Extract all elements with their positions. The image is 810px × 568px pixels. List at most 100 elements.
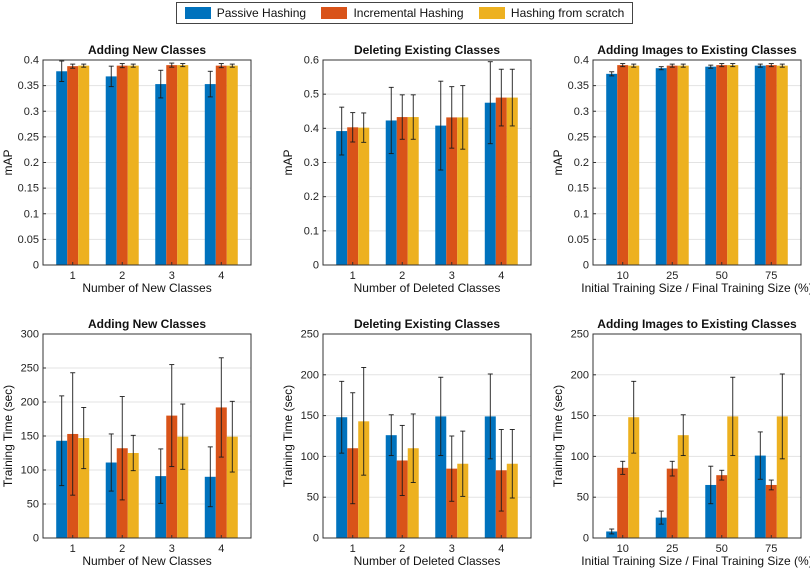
y-axis-label: Training Time (sec) <box>1 385 15 487</box>
bar-2-3 <box>166 415 178 538</box>
x-tick-label: 1 <box>350 270 356 282</box>
y-tick-label: 150 <box>571 410 589 422</box>
x-tick-label: 3 <box>449 543 455 555</box>
x-tick-label: 4 <box>218 270 224 282</box>
bar-3-4 <box>506 97 518 265</box>
y-tick-label: 250 <box>301 329 319 341</box>
bar-3-25 <box>677 435 689 538</box>
y-tick-label: 0.1 <box>574 208 589 220</box>
bar-1-4 <box>204 476 216 538</box>
legend-label-scratch: Hashing from scratch <box>510 6 625 20</box>
bar-3-10 <box>628 65 640 265</box>
chart-title: Adding New Classes <box>88 317 206 331</box>
y-tick-label: 0 <box>33 260 39 272</box>
x-tick-label: 1 <box>70 270 76 282</box>
bar-2-1 <box>67 66 79 266</box>
x-tick-label: 10 <box>617 270 629 282</box>
bar-3-1 <box>78 65 90 265</box>
y-axis-label: Training Time (sec) <box>551 385 565 487</box>
y-tick-label: 0.35 <box>568 80 589 92</box>
y-tick-label: 0.15 <box>568 183 589 195</box>
x-tick-label: 4 <box>218 543 224 555</box>
bar-1-25 <box>655 517 667 538</box>
chart-panel-6: 0 50 100 150 200 250 10 25 50 75 Adding Images to … <box>551 317 810 568</box>
y-tick-label: 0.05 <box>18 234 39 246</box>
chart-title: Deleting Existing Classes <box>354 43 500 57</box>
y-tick-label: 100 <box>21 465 39 477</box>
y-tick-label: 0.3 <box>574 106 589 118</box>
y-tick-label: 200 <box>571 369 589 381</box>
bar-1-75 <box>754 65 766 265</box>
bar-1-2 <box>385 120 397 265</box>
x-tick-label: 2 <box>399 270 405 282</box>
y-tick-label: 150 <box>301 410 319 422</box>
bar-2-50 <box>716 475 728 538</box>
x-tick-label: 25 <box>666 543 678 555</box>
x-tick-label: 2 <box>119 270 125 282</box>
legend-entry-scratch: Hashing from scratch <box>478 6 625 20</box>
bar-1-3 <box>435 125 447 265</box>
y-tick-label: 0.3 <box>24 106 39 118</box>
y-tick-label: 0.2 <box>24 157 39 169</box>
y-tick-label: 0.4 <box>574 55 589 67</box>
bar-3-1 <box>358 421 370 538</box>
bar-3-2 <box>407 117 419 265</box>
bar-2-4 <box>215 407 227 538</box>
bar-1-1 <box>56 440 68 538</box>
bar-2-50 <box>716 65 728 265</box>
bar-3-75 <box>776 65 788 265</box>
y-tick-label: 300 <box>21 329 39 341</box>
x-tick-label: 3 <box>169 270 175 282</box>
legend-swatch-incremental <box>321 7 348 19</box>
y-tick-label: 0.25 <box>18 131 39 143</box>
plot-frame <box>42 59 252 266</box>
y-tick-label: 100 <box>571 451 589 463</box>
bar-2-3 <box>446 117 458 266</box>
y-tick-label: 0.6 <box>304 55 319 67</box>
bar-3-2 <box>127 453 139 538</box>
x-tick-label: 25 <box>666 270 678 282</box>
y-axis-label: Training Time (sec) <box>281 385 295 487</box>
y-tick-label: 0.2 <box>304 191 319 203</box>
bar-1-1 <box>336 417 348 538</box>
legend-entry-passive: Passive Hashing <box>184 6 307 20</box>
y-tick-label: 250 <box>21 363 39 375</box>
legend-label-passive: Passive Hashing <box>216 6 307 20</box>
bar-1-2 <box>105 76 117 266</box>
bar-3-1 <box>78 438 90 538</box>
bar-2-2 <box>396 460 408 538</box>
bar-2-75 <box>765 484 777 538</box>
bar-2-25 <box>666 65 678 265</box>
bar-2-1 <box>347 127 359 265</box>
bar-1-1 <box>56 71 68 266</box>
bar-3-25 <box>677 65 689 265</box>
bar-2-4 <box>215 65 227 265</box>
x-tick-label: 50 <box>716 543 728 555</box>
y-tick-label: 0.5 <box>304 89 319 101</box>
y-axis-label: mAP <box>281 149 295 175</box>
x-axis-label: Number of Deleted Classes <box>354 554 501 568</box>
y-tick-label: 250 <box>571 329 589 341</box>
chart-panel-2: 0 0.1 0.2 0.3 0.4 0.5 0.6 1 2 3 4 Deleting Existing… <box>281 43 532 295</box>
y-tick-label: 50 <box>307 492 319 504</box>
y-tick-label: 100 <box>301 451 319 463</box>
y-tick-label: 50 <box>27 499 39 511</box>
bar-2-25 <box>666 468 678 538</box>
bar-3-4 <box>226 436 238 538</box>
plot-frame <box>42 333 252 539</box>
bar-1-1 <box>336 131 348 265</box>
bar-2-3 <box>446 468 458 538</box>
plot-frame <box>322 333 532 539</box>
bar-1-3 <box>155 476 167 538</box>
legend: Passive Hashing Incremental Hashing Hash… <box>176 2 633 24</box>
y-tick-label: 0.05 <box>568 234 589 246</box>
y-tick-label: 150 <box>21 431 39 443</box>
x-tick-label: 3 <box>449 270 455 282</box>
bar-2-3 <box>166 65 178 265</box>
y-tick-label: 0 <box>313 260 319 272</box>
bar-1-50 <box>705 484 717 538</box>
bar-1-4 <box>484 416 496 538</box>
bar-2-2 <box>116 65 128 265</box>
bar-3-3 <box>457 463 469 538</box>
legend-swatch-scratch <box>478 7 505 19</box>
